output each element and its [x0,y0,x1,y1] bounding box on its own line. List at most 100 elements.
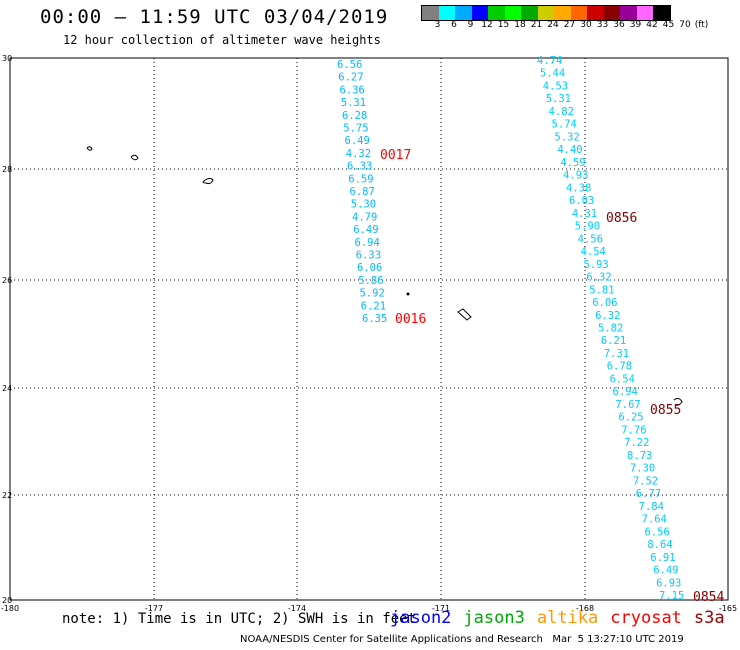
longitude-tick-label: -165 [719,604,737,613]
page-title: 00:00 – 11:59 UTC 03/04/2019 [40,6,389,28]
swh-value-label: 6.87 [350,186,375,198]
longitude-tick-label: -171 [432,604,450,613]
swh-value-label: 6.21 [361,300,386,312]
color-scale-label: 12 [481,20,493,30]
color-scale-label: 30 [580,20,592,30]
swh-value-label: 6.78 [607,361,632,373]
map-frame [9,57,729,601]
swh-value-label: 4.74 [537,55,562,67]
color-scale-label: 45 [662,20,675,30]
pass-time-label: 0854 [693,590,724,605]
color-swatch [537,6,554,20]
swh-value-label: 5.74 [552,119,577,131]
swh-value-label: 7.52 [633,475,658,487]
color-scale-label: 33 [596,20,609,30]
pass-time-label: 0017 [380,148,411,163]
color-scale-label: 27 [563,20,576,30]
latitude-tick-label: 24 [2,384,12,393]
satellite-legend: jason2 jason3 altika cryosat s3a [390,608,737,628]
legend-item: jason2 [390,608,452,628]
island-outline [457,308,472,321]
swh-value-label: 6.32 [595,310,620,322]
swh-value-label: 6.03 [569,195,594,207]
swh-value-label: 6.56 [644,526,669,538]
swh-value-label: 5.86 [358,275,383,287]
swh-value-label: 6.33 [347,161,372,173]
swh-value-label: 5.93 [583,259,608,271]
swh-value-label: 5.81 [589,284,614,296]
swh-value-label: 6.28 [342,110,367,122]
color-swatch [603,6,620,20]
swh-value-label: 5.31 [546,93,571,105]
swh-value-label: 4.79 [352,211,377,223]
color-scale-label: 6 [451,20,457,30]
swh-value-label: 5.90 [575,221,600,233]
swh-value-label: 4.32 [346,148,371,160]
swh-value-label: 6.25 [618,412,643,424]
color-scale-label: 18 [514,20,526,30]
color-scale-label: 3 [434,20,441,30]
swh-value-label: 5.44 [540,68,565,80]
color-scale-label: 15 [497,20,510,30]
swh-value-label: 4.40 [557,144,582,156]
swh-value-label: 7.67 [615,399,640,411]
swh-value-label: 7.76 [621,424,646,436]
island-outline [673,397,683,406]
color-scale-bar [421,5,671,21]
swh-value-label: 7.84 [639,501,664,513]
color-swatch [471,6,488,20]
color-swatch [620,6,637,20]
swh-value-label: 6.36 [340,84,365,96]
page-subtitle: 12 hour collection of altimeter wave hei… [63,33,381,47]
color-swatch [587,6,604,20]
swh-value-label: 8.64 [647,539,672,551]
swh-value-label: 6.06 [592,297,617,309]
swh-value-label: 5.30 [351,199,376,211]
swh-value-label: 6.35 [362,313,387,325]
color-scale-label: 70 [679,20,691,30]
legend-item: jason3 [463,608,525,628]
pass-time-label: 0855 [650,403,681,418]
swh-value-label: 5.92 [360,288,385,300]
units-note: note: 1) Time is in UTC; 2) SWH is in fe… [62,611,417,627]
swh-value-label: 6.56 [337,59,362,71]
swh-value-label: 4.93 [563,170,588,182]
swh-value-label: 6.49 [353,224,378,236]
swh-value-label: 6.32 [586,272,611,284]
swh-value-label: 6.27 [338,72,363,84]
swh-value-label: 6.33 [356,250,381,262]
swh-value-label: 4.82 [549,106,574,118]
swh-value-label: 6.94 [613,386,638,398]
color-swatch [653,6,670,20]
longitude-tick-label: -174 [288,604,306,613]
legend-item: altika [536,608,599,628]
swh-value-label: 5.32 [554,131,579,143]
latitude-tick-label: 22 [2,491,12,500]
color-scale-label: 21 [530,20,543,30]
swh-value-label: 6.49 [653,565,678,577]
color-scale-label: 36 [613,20,625,30]
color-scale-label: 24 [547,20,559,30]
swh-value-label: 6.93 [656,577,681,589]
pass-time-labels: 0017 0016 0856 0855 0854 [380,148,724,605]
color-scale-label: 42 [646,20,658,30]
swh-value-label: 4.38 [566,182,591,194]
swh-value-label: 4.59 [560,157,585,169]
pass-time-label: 0856 [606,211,637,226]
island-dot [406,292,410,296]
color-swatch [554,6,571,20]
island-outline [130,154,139,161]
latitude-tick-label: 30 [2,54,12,63]
legend-item: s3a [693,608,725,628]
swh-value-label: 7.64 [642,514,667,526]
color-scale-label: 39 [629,20,642,30]
color-scale-label: 9 [467,20,474,30]
swh-value-label: 7.31 [604,348,629,360]
swh-value-label: 6.91 [650,552,675,564]
longitude-tick-label: -180 [1,604,19,613]
swh-value-label: 4.54 [581,246,606,258]
axis-ticks: -180 -177 -174 -171 -168 -165 30 28 26 24 22 20 [1,54,737,613]
swh-value-label: 8.73 [627,450,652,462]
longitude-tick-label: -168 [576,604,594,613]
